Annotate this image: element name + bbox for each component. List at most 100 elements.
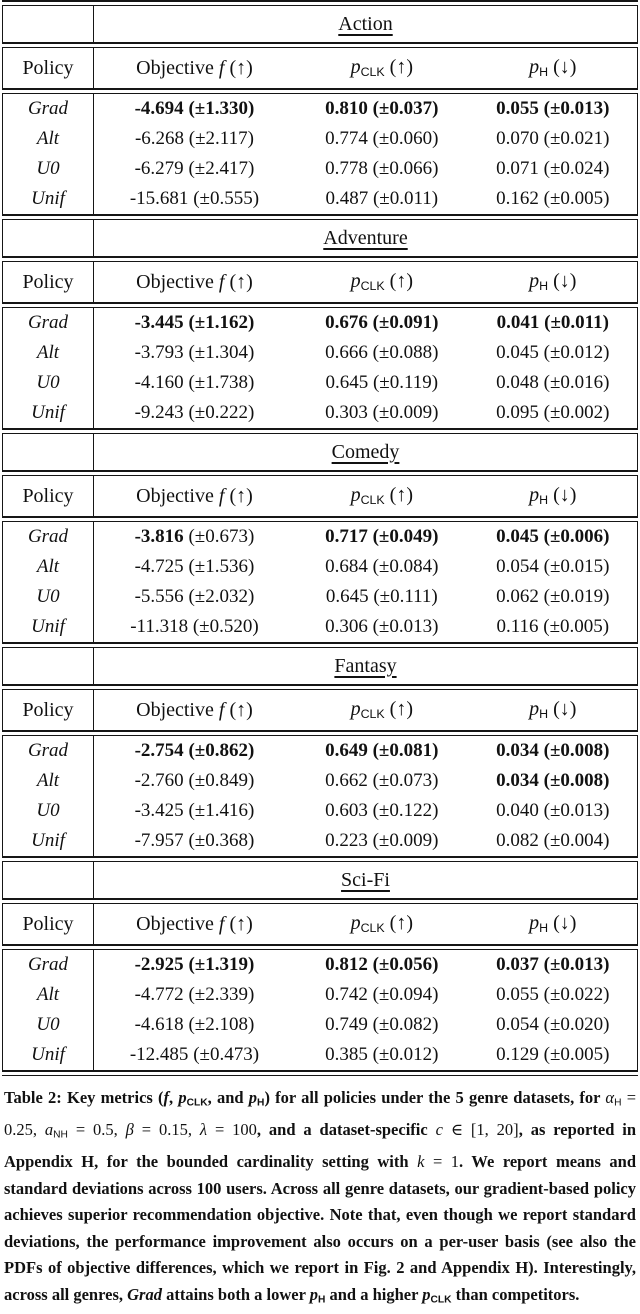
- horizontal-rule: [2, 898, 638, 904]
- policy-header: Policy: [3, 476, 94, 516]
- objective-cell: -9.243 (±0.222): [134, 402, 255, 423]
- ph-header: pH (↓): [529, 698, 577, 722]
- pclk-cell: 0.645 (±0.111): [325, 586, 438, 607]
- metric-cells: -3.445 (±1.162) 0.676 (±0.091) 0.041 (±0.0…: [94, 312, 637, 334]
- pclk-cell: 0.742 (±0.094): [325, 984, 439, 1005]
- horizontal-rule: [2, 856, 638, 862]
- pclk-cell: 0.645 (±0.119): [325, 372, 439, 393]
- pclk-cell: 0.649 (±0.081): [325, 740, 439, 761]
- objective-header: Objective f (↑): [136, 912, 253, 935]
- ph-cell: 0.034 (±0.008): [496, 740, 610, 761]
- policy-cell: Grad: [3, 736, 94, 766]
- horizontal-rule: [2, 88, 638, 94]
- metric-cells: -4.160 (±1.738) 0.645 (±0.119) 0.048 (±0.0…: [94, 372, 637, 394]
- pclk-cell: 0.306 (±0.013): [325, 616, 439, 637]
- policy-cell: Unif: [3, 398, 94, 428]
- ph-cell: 0.070 (±0.021): [496, 128, 610, 149]
- policy-cell: Alt: [3, 766, 94, 796]
- empty-corner-cell: [3, 6, 94, 42]
- table-row: Alt -6.268 (±2.117) 0.774 (±0.060) 0.070 (±…: [2, 124, 638, 154]
- pclk-cell: 0.774 (±0.060): [325, 128, 439, 149]
- table-row: Unif -9.243 (±0.222) 0.303 (±0.009) 0.095 (…: [2, 398, 638, 428]
- pclk-header: pCLK (↑): [350, 270, 413, 294]
- objective-cell: -3.425 (±1.416): [134, 800, 255, 821]
- genre-title: Fantasy: [334, 654, 397, 677]
- policy-cell: U0: [3, 154, 94, 184]
- objective-cell: -5.556 (±2.032): [134, 586, 255, 607]
- pclk-cell: 0.676 (±0.091): [325, 312, 439, 333]
- genre-title: Action: [338, 12, 393, 35]
- policy-cell: Alt: [3, 124, 94, 154]
- objective-cell: -12.485 (±0.473): [129, 1044, 260, 1065]
- genre-title-area: Fantasy: [94, 655, 637, 678]
- table-row: U0 -4.618 (±2.108) 0.749 (±0.082) 0.054 (±0…: [2, 1010, 638, 1040]
- ph-cell: 0.037 (±0.013): [496, 954, 610, 975]
- ph-cell: 0.048 (±0.016): [496, 372, 610, 393]
- table-row: Grad -4.694 (±1.330) 0.810 (±0.037) 0.055 (…: [2, 94, 638, 124]
- objective-cell: -7.957 (±0.368): [134, 830, 255, 851]
- objective-cell: -2.760 (±0.849): [134, 770, 255, 791]
- table-row: Unif -15.681 (±0.555) 0.487 (±0.011) 0.162 …: [2, 184, 638, 214]
- policy-cell: Grad: [3, 522, 94, 552]
- objective-header: Objective f (↑): [136, 270, 253, 293]
- policy-cell: U0: [3, 368, 94, 398]
- policy-cell: Grad: [3, 308, 94, 338]
- genre-title-row: Sci-Fi: [2, 862, 638, 898]
- pclk-cell: 0.603 (±0.122): [325, 800, 439, 821]
- pclk-cell: 0.810 (±0.037): [325, 98, 439, 119]
- policy-header: Policy: [3, 262, 94, 302]
- table-row: Grad -3.445 (±1.162) 0.676 (±0.091) 0.041 (…: [2, 308, 638, 338]
- metric-cells: -5.556 (±2.032) 0.645 (±0.111) 0.062 (±0.0…: [94, 586, 637, 608]
- table-row: Unif -11.318 (±0.520) 0.306 (±0.013) 0.116 …: [2, 612, 638, 642]
- ph-cell: 0.055 (±0.013): [496, 98, 610, 119]
- policy-cell: Alt: [3, 980, 94, 1010]
- column-header-row: Policy Objective f (↑) pCLK (↑) pH (↓): [2, 262, 638, 302]
- genre-title-row: Action: [2, 6, 638, 42]
- empty-corner-cell: [3, 648, 94, 684]
- horizontal-rule: [2, 42, 638, 48]
- policy-cell: Grad: [3, 94, 94, 124]
- objective-cell: -6.279 (±2.417): [134, 158, 255, 179]
- policy-cell: Grad: [3, 950, 94, 980]
- genre-title-area: Comedy: [94, 441, 637, 464]
- objective-cell: -6.268 (±2.117): [134, 128, 254, 149]
- metric-cells: -4.772 (±2.339) 0.742 (±0.094) 0.055 (±0.0…: [94, 984, 637, 1006]
- pclk-cell: 0.487 (±0.011): [325, 188, 439, 209]
- pclk-cell: 0.666 (±0.088): [325, 342, 439, 363]
- table-row: U0 -3.425 (±1.416) 0.603 (±0.122) 0.040 (±0…: [2, 796, 638, 826]
- policy-cell: Unif: [3, 184, 94, 214]
- metric-cells: -7.957 (±0.368) 0.223 (±0.009) 0.082 (±0.0…: [94, 830, 637, 852]
- horizontal-rule: [2, 214, 638, 220]
- objective-cell: -4.618 (±2.108): [134, 1014, 255, 1035]
- pclk-header: pCLK (↑): [350, 912, 413, 936]
- metric-cells: -4.694 (±1.330) 0.810 (±0.037) 0.055 (±0.0…: [94, 98, 637, 120]
- objective-cell: -15.681 (±0.555): [129, 188, 260, 209]
- policy-cell: Unif: [3, 826, 94, 856]
- ph-cell: 0.071 (±0.024): [496, 158, 610, 179]
- pclk-cell: 0.662 (±0.073): [325, 770, 439, 791]
- objective-header: Objective f (↑): [136, 698, 253, 721]
- pclk-cell: 0.684 (±0.084): [325, 556, 439, 577]
- horizontal-rule: [2, 642, 638, 648]
- horizontal-rule: [2, 0, 638, 6]
- policy-header: Policy: [3, 904, 94, 944]
- table-row: Alt -2.760 (±0.849) 0.662 (±0.073) 0.034 (±…: [2, 766, 638, 796]
- ph-header: pH (↓): [529, 912, 577, 936]
- table-row: Alt -4.772 (±2.339) 0.742 (±0.094) 0.055 (±…: [2, 980, 638, 1010]
- ph-cell: 0.055 (±0.022): [496, 984, 610, 1005]
- ph-cell: 0.082 (±0.004): [496, 830, 610, 851]
- ph-cell: 0.095 (±0.002): [496, 402, 610, 423]
- metric-cells: -4.725 (±1.536) 0.684 (±0.084) 0.054 (±0.0…: [94, 556, 637, 578]
- genre-title-row: Adventure: [2, 220, 638, 256]
- policy-cell: Alt: [3, 552, 94, 582]
- objective-header: Objective f (↑): [136, 484, 253, 507]
- metric-headers: Objective f (↑) pCLK (↑) pH (↓): [94, 270, 637, 293]
- objective-cell: -11.318 (±0.520): [130, 616, 259, 637]
- metric-cells: -3.425 (±1.416) 0.603 (±0.122) 0.040 (±0.0…: [94, 800, 637, 822]
- table-caption: Table 2: Key metrics (f, pCLK, and pH) f…: [4, 1088, 637, 1306]
- table-row: Unif -7.957 (±0.368) 0.223 (±0.009) 0.082 (…: [2, 826, 638, 856]
- pclk-cell: 0.303 (±0.009): [325, 402, 439, 423]
- metric-cells: -11.318 (±0.520) 0.306 (±0.013) 0.116 (±0.…: [94, 616, 637, 638]
- ph-cell: 0.054 (±0.020): [496, 1014, 610, 1035]
